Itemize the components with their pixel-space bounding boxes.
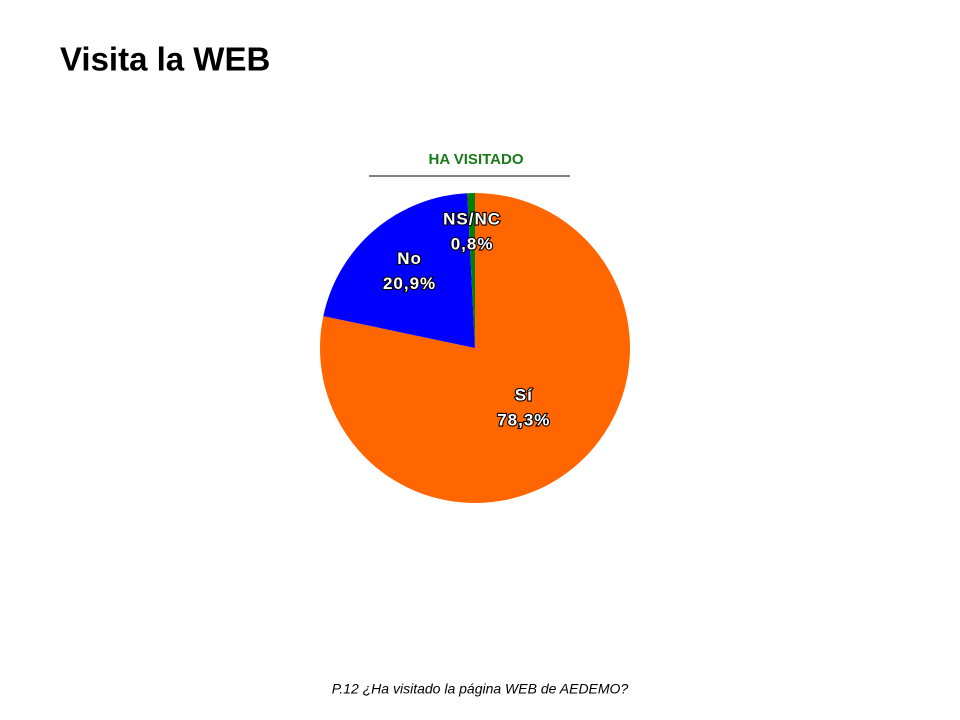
pie-slice	[467, 193, 475, 348]
slice-value-label: 0,8%	[451, 234, 494, 253]
slice-category: NS/NC	[443, 209, 501, 228]
page-title: Visita la WEB	[60, 41, 270, 78]
footnote: P.12 ¿Ha visitado la página WEB de AEDEM…	[332, 681, 629, 697]
slice-category: Sí	[515, 386, 533, 405]
slice-category: No	[397, 249, 422, 268]
pie-slice	[323, 193, 475, 348]
chart-title: HA VISITADO	[428, 151, 523, 168]
slice-value-label: 20,9%	[383, 274, 436, 293]
slice-value-label: 78,3%	[497, 411, 550, 430]
